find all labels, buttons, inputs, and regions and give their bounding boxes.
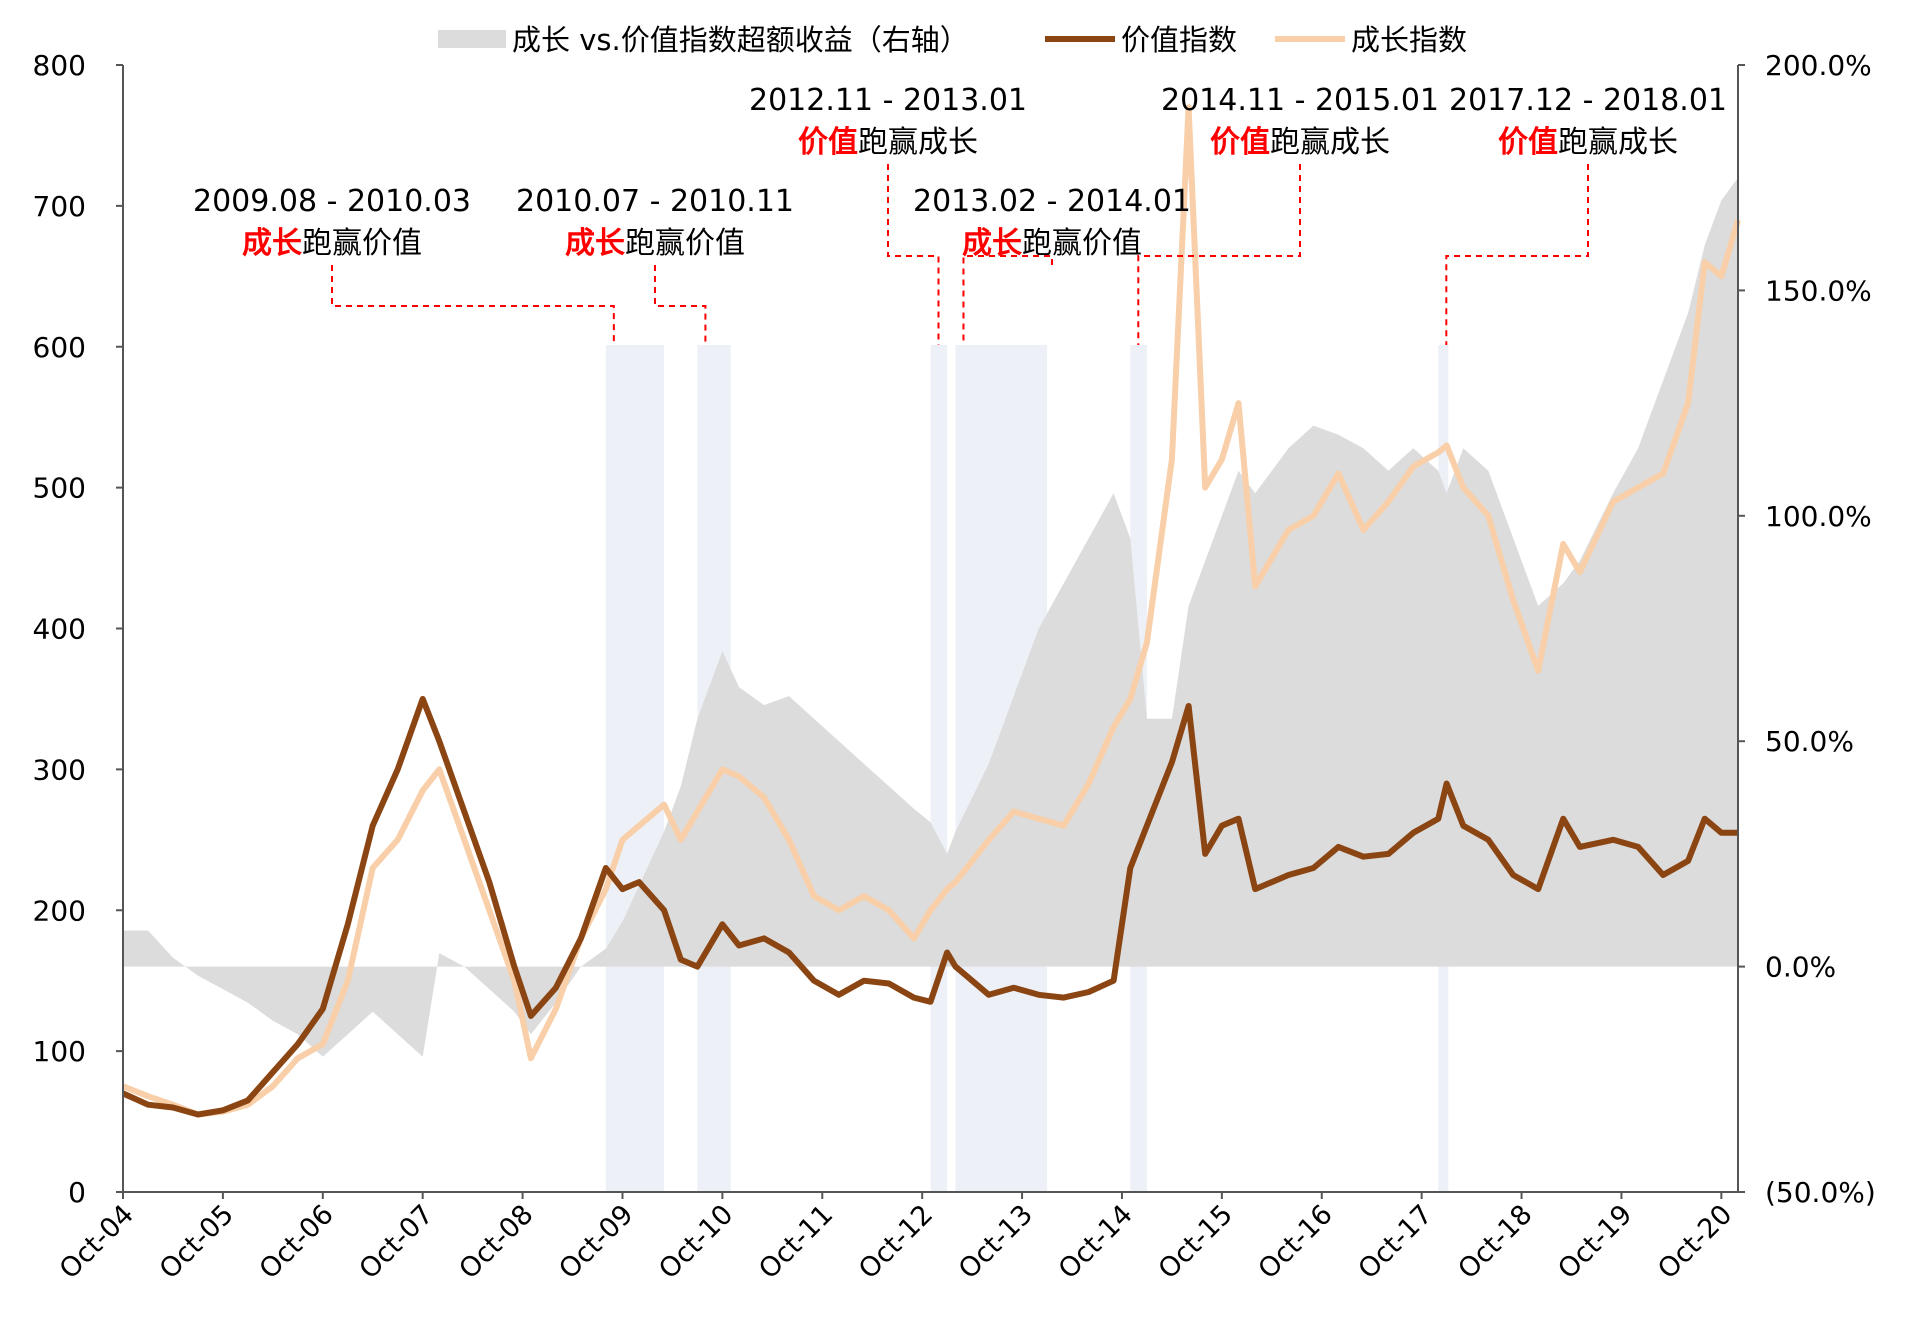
- x-tick-label: Oct-04: [54, 1199, 140, 1285]
- legend: 成长 vs.价值指数超额收益（右轴） 价值指数 成长指数: [438, 23, 1467, 57]
- x-tick-label: Oct-15: [1153, 1199, 1239, 1285]
- right-tick-label: (50.0%): [1765, 1176, 1876, 1209]
- legend-item-1: 价值指数: [1045, 23, 1237, 57]
- x-tick-label: Oct-06: [254, 1199, 340, 1285]
- shaded-period-0: [605, 345, 665, 1192]
- left-tick-label: 100: [33, 1035, 86, 1068]
- annotation-date: 2010.07 - 2010.11: [516, 184, 794, 219]
- legend-label: 价值指数: [1121, 23, 1237, 57]
- legend-item-0: 成长 vs.价值指数超额收益（右轴）: [438, 23, 969, 57]
- index-lines: [121, 104, 1741, 1118]
- x-tick-label: Oct-20: [1652, 1199, 1738, 1285]
- legend-label: 成长指数: [1351, 23, 1467, 57]
- left-tick-label: 300: [33, 753, 86, 786]
- x-tick-label: Oct-07: [354, 1199, 440, 1285]
- legend-label: 成长 vs.价值指数超额收益（右轴）: [512, 23, 969, 57]
- right-tick-label: 100.0%: [1765, 500, 1872, 533]
- annotation-0: 2009.08 - 2010.03 成长跑赢价值: [193, 184, 615, 345]
- x-tick-label: Oct-09: [553, 1199, 639, 1285]
- annotation-leader: [1445, 164, 1589, 345]
- x-tick-label: Oct-16: [1253, 1199, 1339, 1285]
- x-tick-label: Oct-11: [753, 1199, 839, 1285]
- right-tick-label: 150.0%: [1765, 274, 1872, 307]
- annotation-label: 成长跑赢价值: [242, 226, 422, 261]
- annotation-3: 2013.02 - 2014.01 成长跑赢价值: [913, 184, 1191, 345]
- x-tick-label: Oct-05: [154, 1199, 240, 1285]
- right-tick-label: 0.0%: [1765, 951, 1836, 984]
- x-tick-label: Oct-14: [1053, 1199, 1139, 1285]
- annotation-5: 2017.12 - 2018.01 价值跑赢成长: [1445, 83, 1727, 345]
- annotation-2: 2012.11 - 2013.01 价值跑赢成长: [749, 83, 1027, 345]
- x-tick-label: Oct-08: [453, 1199, 539, 1285]
- annotation-1: 2010.07 - 2010.11 成长跑赢价值: [516, 184, 794, 345]
- left-tick-label: 800: [33, 49, 86, 82]
- x-tick-label: Oct-12: [853, 1199, 939, 1285]
- excess-return-area: [123, 177, 1738, 1057]
- left-tick-label: 500: [33, 472, 86, 505]
- annotation-date: 2014.11 - 2015.01: [1161, 83, 1439, 118]
- right-tick-label: 50.0%: [1765, 725, 1854, 758]
- annotation-leader: [1137, 164, 1301, 345]
- x-tick-label: Oct-13: [953, 1199, 1039, 1285]
- shaded-period-2: [930, 345, 948, 1192]
- value-index-line: [121, 695, 1738, 1118]
- annotation-date: 2012.11 - 2013.01: [749, 83, 1027, 118]
- annotation-4: 2014.11 - 2015.01 价值跑赢成长: [1137, 83, 1439, 345]
- annotation-label: 成长跑赢价值: [565, 226, 745, 261]
- growth-index-line: [121, 104, 1741, 1118]
- left-tick-label: 700: [33, 190, 86, 223]
- annotation-date: 2009.08 - 2010.03: [193, 184, 471, 219]
- annotation-leader: [887, 164, 940, 345]
- right-tick-label: 200.0%: [1765, 49, 1872, 82]
- left-tick-label: 200: [33, 894, 86, 927]
- excess-return-area-path: [123, 177, 1738, 1057]
- left-tick-label: 400: [33, 613, 86, 646]
- legend-swatch: [438, 30, 506, 48]
- x-tick-label: Oct-18: [1452, 1199, 1538, 1285]
- annotation-leader: [962, 255, 1053, 345]
- left-tick-label: 0: [68, 1176, 86, 1209]
- x-tick-label: Oct-19: [1552, 1199, 1638, 1285]
- x-tick-label: Oct-10: [653, 1199, 739, 1285]
- annotation-leader: [654, 265, 707, 345]
- annotation-date: 2017.12 - 2018.01: [1449, 83, 1727, 118]
- annotation-label: 价值跑赢成长: [798, 125, 978, 160]
- annotation-label: 价值跑赢成长: [1210, 125, 1390, 160]
- annotation-label: 价值跑赢成长: [1498, 125, 1678, 160]
- annotation-date: 2013.02 - 2014.01: [913, 184, 1191, 219]
- left-tick-label: 600: [33, 331, 86, 364]
- x-tick-label: Oct-17: [1352, 1199, 1438, 1285]
- annotation-label: 成长跑赢价值: [962, 226, 1142, 261]
- annotation-leader: [331, 265, 615, 345]
- legend-item-2: 成长指数: [1275, 23, 1467, 57]
